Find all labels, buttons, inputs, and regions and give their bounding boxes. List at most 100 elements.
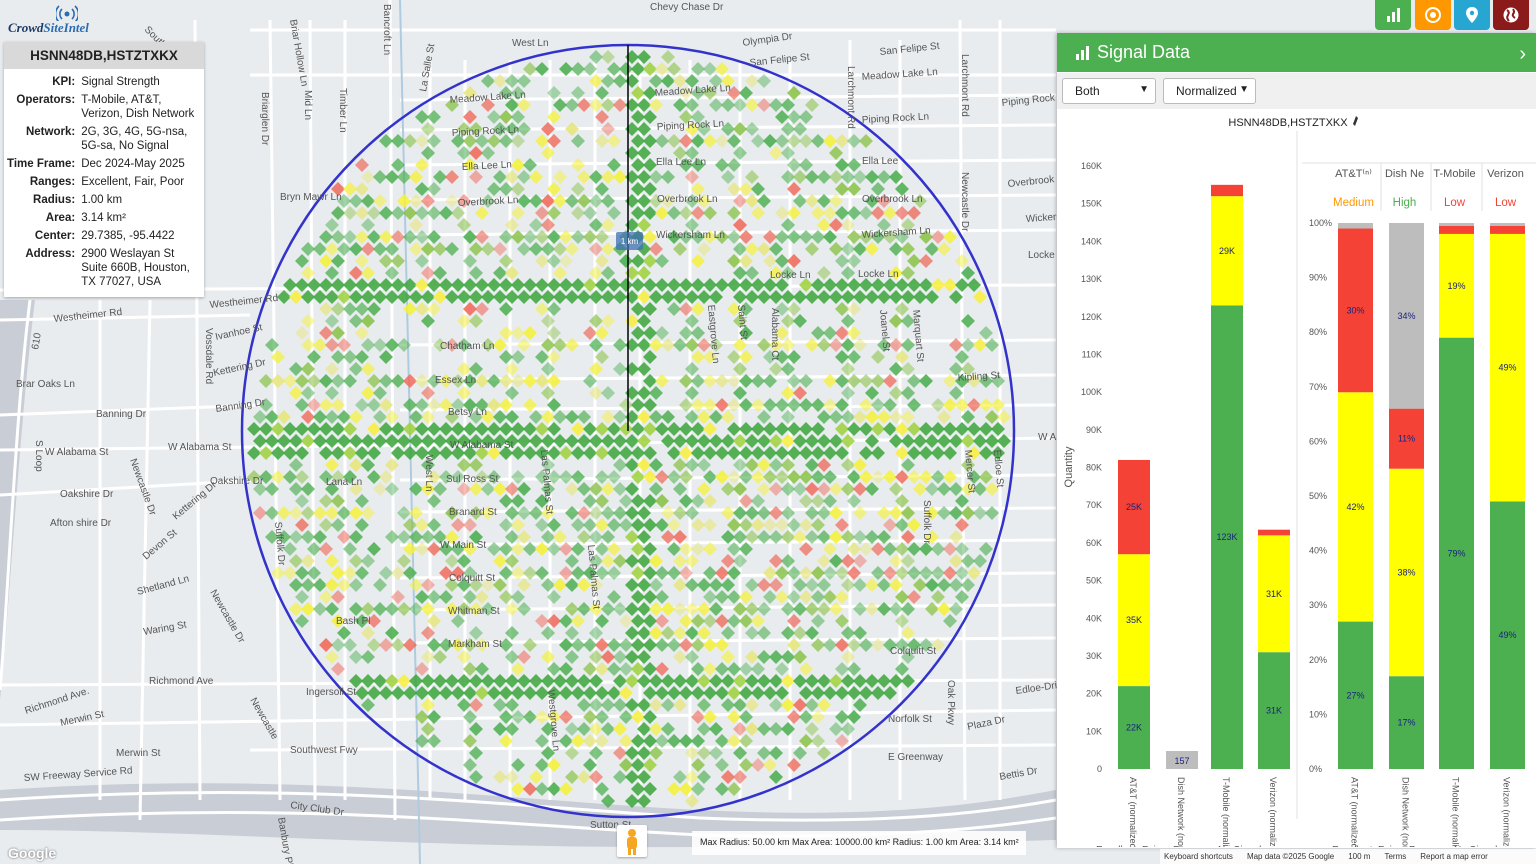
signal-cell	[499, 302, 513, 316]
signal-cell	[685, 362, 699, 376]
signal-cell	[343, 230, 357, 244]
collapse-chevron-icon[interactable]: ›	[1519, 43, 1526, 65]
signal-cell	[541, 506, 555, 520]
signal-cell	[457, 122, 471, 136]
signal-cell	[253, 482, 267, 496]
signal-cell	[757, 578, 771, 592]
signal-cell	[691, 374, 705, 388]
signal-cell	[895, 614, 909, 628]
signal-cell	[469, 146, 483, 160]
info-key: Ranges:	[29, 176, 76, 188]
signal-cell	[745, 434, 759, 448]
signal-cell	[433, 674, 447, 688]
signal-cell	[763, 590, 777, 604]
signal-cell	[787, 518, 801, 532]
signal-cell	[949, 578, 963, 592]
signal-cell	[415, 734, 429, 748]
bar-segment	[1211, 196, 1243, 306]
chart-tool-button[interactable]	[1375, 0, 1411, 30]
signal-cell	[421, 410, 435, 424]
street-label: Piping Rock Ln	[862, 111, 930, 126]
crowdsiteintel-logo: CrowdSiteIntel	[8, 3, 138, 37]
signal-cell	[769, 362, 783, 376]
signal-cell	[763, 254, 777, 268]
signal-cell	[595, 86, 609, 100]
signal-cell	[451, 446, 465, 460]
report-map-error-link[interactable]: Report a map error	[1420, 852, 1488, 861]
signal-cell	[385, 626, 399, 640]
terms-link[interactable]: Terms	[1384, 852, 1407, 861]
signal-cell	[355, 518, 369, 532]
signal-cell	[829, 722, 843, 736]
signal-cell	[529, 290, 543, 304]
signal-cell	[499, 542, 513, 556]
street-label: Westheimer Rd	[53, 307, 123, 325]
signal-cell	[643, 350, 657, 364]
signal-cell	[865, 410, 879, 424]
signal-cell	[457, 602, 471, 616]
signal-cell	[949, 338, 963, 352]
signal-cell	[613, 458, 627, 472]
signal-cell	[727, 86, 741, 100]
signal-cell	[865, 290, 879, 304]
signal-cell	[505, 98, 519, 112]
signal-cell	[331, 182, 345, 196]
signal-cell	[355, 350, 369, 364]
signal-cell	[331, 446, 345, 460]
signal-cell	[283, 422, 297, 436]
signal-cell	[331, 230, 345, 244]
signal-cell	[655, 590, 669, 604]
location-tool-button[interactable]	[1454, 0, 1490, 30]
signal-cell	[319, 398, 333, 412]
signal-cell	[961, 434, 975, 448]
signal-cell	[835, 206, 849, 220]
signal-cell	[805, 602, 819, 616]
normalization-select[interactable]: Normalized ▼	[1163, 78, 1256, 104]
signal-cell	[619, 662, 633, 676]
street-label: Meadow Lake Ln	[861, 67, 938, 83]
signal-cell	[535, 206, 549, 220]
signal-cell	[457, 482, 471, 496]
signal-cell	[517, 290, 531, 304]
signal-cell	[685, 194, 699, 208]
signal-cell	[595, 662, 609, 676]
signal-cell	[499, 686, 513, 700]
globe-tool-button[interactable]	[1493, 0, 1529, 30]
signal-cell	[817, 602, 831, 616]
signal-cell	[931, 230, 945, 244]
signal-cell	[439, 542, 453, 556]
signal-cell	[703, 230, 717, 244]
street-label: Betsy Ln	[448, 407, 487, 418]
signal-cell	[391, 278, 405, 292]
street-view-pegman[interactable]	[617, 825, 647, 857]
target-tool-button[interactable]	[1415, 0, 1451, 30]
signal-cell	[679, 734, 693, 748]
signal-cell	[895, 590, 909, 604]
signal-cell	[721, 770, 735, 784]
signal-cell	[781, 290, 795, 304]
signal-cell	[571, 542, 585, 556]
signal-cell	[739, 494, 753, 508]
signal-cell	[829, 146, 843, 160]
signal-cell	[961, 410, 975, 424]
signal-cell	[817, 434, 831, 448]
operator-rating: High	[1393, 197, 1417, 209]
signal-data-panel: Signal Data › Both ▼ Normalized ▼ HSNN48DB…	[1057, 33, 1536, 848]
signal-cell	[889, 434, 903, 448]
network-mode-select[interactable]: Both ▼	[1062, 78, 1156, 104]
signal-cell	[793, 674, 807, 688]
signal-cell	[637, 722, 651, 736]
signal-cell	[373, 602, 387, 616]
bar-segment	[1338, 621, 1373, 769]
signal-cell	[961, 554, 975, 568]
signal-cell	[337, 626, 351, 640]
signal-cell	[667, 62, 681, 76]
signal-cell	[589, 386, 603, 400]
signal-cell	[877, 338, 891, 352]
signal-cell	[889, 410, 903, 424]
signal-cell	[595, 278, 609, 292]
keyboard-shortcuts-link[interactable]: Keyboard shortcuts	[1164, 852, 1233, 861]
signal-cell	[889, 314, 903, 328]
signal-cell	[799, 686, 813, 700]
